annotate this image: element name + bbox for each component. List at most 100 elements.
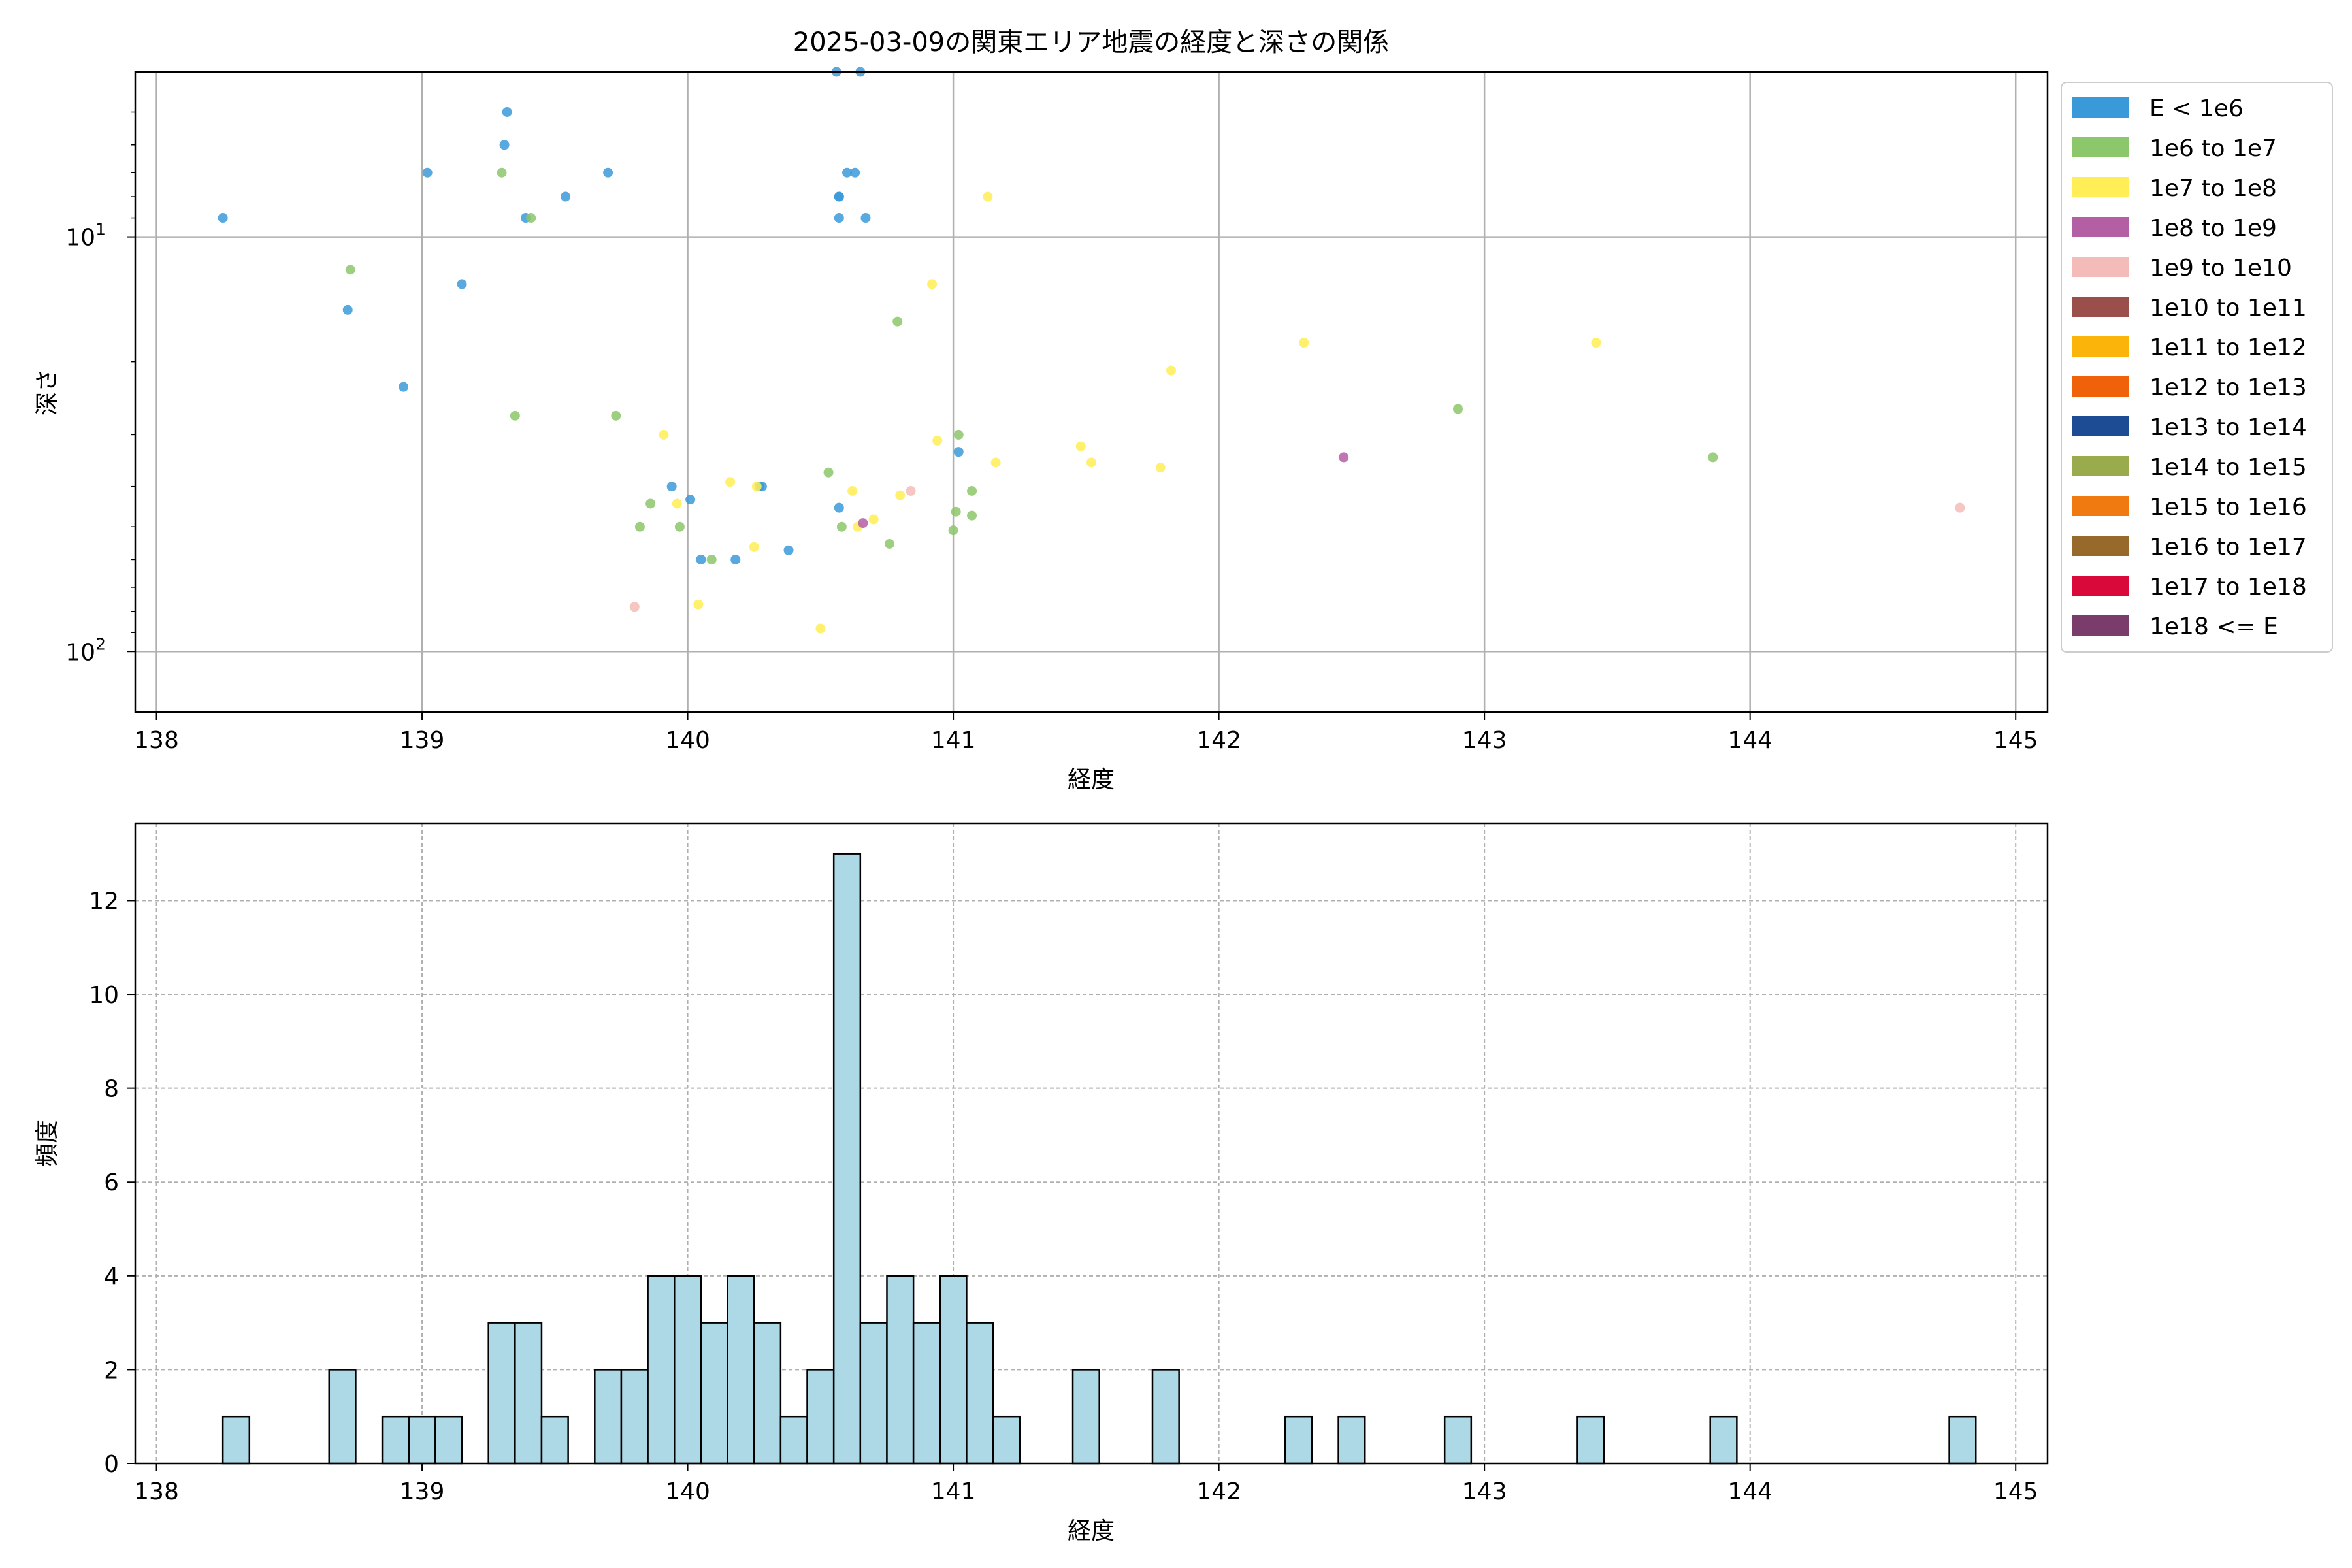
histogram-x-tick-label: 140 xyxy=(665,1478,710,1505)
scatter-point xyxy=(834,502,844,513)
scatter-point xyxy=(1075,441,1086,451)
histogram-y-tick-label: 2 xyxy=(104,1357,119,1384)
scatter-point xyxy=(457,279,467,289)
scatter-x-tick-label: 143 xyxy=(1462,727,1507,754)
histogram-x-tick-label: 143 xyxy=(1462,1478,1507,1505)
legend-label: 1e13 to 1e14 xyxy=(2149,414,2307,441)
legend-label: 1e8 to 1e9 xyxy=(2149,215,2277,242)
histogram-bar xyxy=(886,1275,915,1465)
scatter-point xyxy=(836,521,847,532)
scatter-y-axis-label: 深さ xyxy=(34,368,61,416)
legend-swatch xyxy=(2072,496,2129,516)
histogram-bar xyxy=(1151,1369,1180,1465)
scatter-points xyxy=(218,67,1965,634)
scatter-point xyxy=(1339,452,1349,463)
histogram-bar xyxy=(939,1275,968,1465)
histogram-bar xyxy=(434,1415,463,1465)
scatter-point xyxy=(645,498,656,509)
scatter-point xyxy=(841,167,852,178)
scatter-point xyxy=(672,498,682,509)
histogram-bar xyxy=(1948,1415,1977,1465)
histogram-bar xyxy=(540,1415,569,1465)
histogram-bar xyxy=(514,1322,543,1465)
histogram-bar xyxy=(859,1322,888,1465)
scatter-point xyxy=(422,167,433,178)
scatter-y-tick-label: 101 xyxy=(65,220,106,252)
scatter-point xyxy=(499,140,510,150)
histogram-axes-frame xyxy=(134,822,2049,1465)
legend-swatch xyxy=(2072,536,2129,556)
scatter-point xyxy=(561,191,571,202)
histogram-y-tick-label: 10 xyxy=(89,982,119,1009)
legend-label: 1e10 to 1e11 xyxy=(2149,295,2307,321)
histogram-x-tick-label: 141 xyxy=(931,1478,976,1505)
histogram-y-tick-label: 0 xyxy=(104,1451,119,1478)
histogram-bar xyxy=(779,1415,808,1465)
legend-label: 1e17 to 1e18 xyxy=(2149,574,2307,600)
legend-label: 1e6 to 1e7 xyxy=(2149,135,2277,162)
histogram-bar xyxy=(806,1369,835,1465)
scatter-point xyxy=(497,167,507,178)
scatter-x-tick-label: 139 xyxy=(400,727,445,754)
histogram-y-ticks: 0 2 4 6 8 10 12 xyxy=(89,888,135,1478)
histogram-bar xyxy=(832,853,862,1465)
scatter-point xyxy=(860,213,871,223)
scatter-point xyxy=(847,485,858,496)
scatter-point xyxy=(834,213,844,223)
scatter-point xyxy=(634,521,645,532)
scatter-y-tick-label: 102 xyxy=(65,634,106,666)
histogram-y-tick-label: 12 xyxy=(89,888,119,915)
scatter-point xyxy=(1166,365,1176,376)
scatter-point xyxy=(927,279,938,289)
histogram-x-tick-label: 144 xyxy=(1727,1478,1772,1505)
scatter-point xyxy=(342,304,353,315)
scatter-point xyxy=(1591,338,1601,348)
histogram-plot-area xyxy=(135,823,2048,1463)
scatter-point xyxy=(693,599,704,610)
scatter-x-tick-label: 142 xyxy=(1196,727,1241,754)
legend-swatch xyxy=(2072,137,2129,157)
scatter-point xyxy=(850,167,860,178)
histogram-x-tick-label: 139 xyxy=(400,1478,445,1505)
histogram-bar xyxy=(221,1415,251,1465)
scatter-point xyxy=(611,410,621,421)
legend-swatch xyxy=(2072,615,2129,636)
scatter-point xyxy=(953,429,964,440)
scatter-gridlines xyxy=(135,72,2048,712)
scatter-point xyxy=(706,554,717,564)
scatter-point xyxy=(951,506,961,517)
scatter-point xyxy=(868,514,879,525)
scatter-point xyxy=(730,554,741,564)
histogram-x-axis-label: 経度 xyxy=(1068,1518,1115,1544)
histogram-bar xyxy=(328,1369,357,1465)
scatter-plot-area xyxy=(135,72,2048,712)
histogram-bar xyxy=(408,1415,436,1465)
histogram-bar xyxy=(753,1322,782,1465)
scatter-point xyxy=(858,518,868,529)
scatter-chart: 2025-03-09の関東エリア地震の経度と深さの関係 138 139 140 141… xyxy=(34,27,2333,793)
histogram-x-tick-label: 138 xyxy=(134,1478,179,1505)
histogram-bars xyxy=(221,853,1977,1465)
histogram-x-tick-label: 142 xyxy=(1196,1478,1241,1505)
scatter-point xyxy=(1955,502,1965,513)
scatter-point xyxy=(502,107,512,118)
scatter-point xyxy=(1155,463,1166,473)
scatter-point xyxy=(751,482,762,492)
histogram-bar xyxy=(381,1415,410,1465)
scatter-point xyxy=(1086,457,1096,468)
chart-title: 2025-03-09の関東エリア地震の経度と深さの関係 xyxy=(793,27,1389,57)
legend-label: 1e15 to 1e16 xyxy=(2149,494,2307,521)
histogram-bar xyxy=(674,1275,702,1465)
legend-label: 1e9 to 1e10 xyxy=(2149,255,2292,282)
histogram-bar xyxy=(992,1415,1021,1465)
scatter-point xyxy=(685,495,696,505)
histogram-bar xyxy=(912,1322,941,1465)
legend-swatch xyxy=(2072,376,2129,397)
scatter-point xyxy=(967,510,977,521)
scatter-point xyxy=(659,429,669,440)
legend-label: 1e11 to 1e12 xyxy=(2149,335,2307,361)
scatter-point xyxy=(510,410,520,421)
histogram-bar xyxy=(1709,1415,1738,1465)
scatter-point xyxy=(834,191,844,202)
